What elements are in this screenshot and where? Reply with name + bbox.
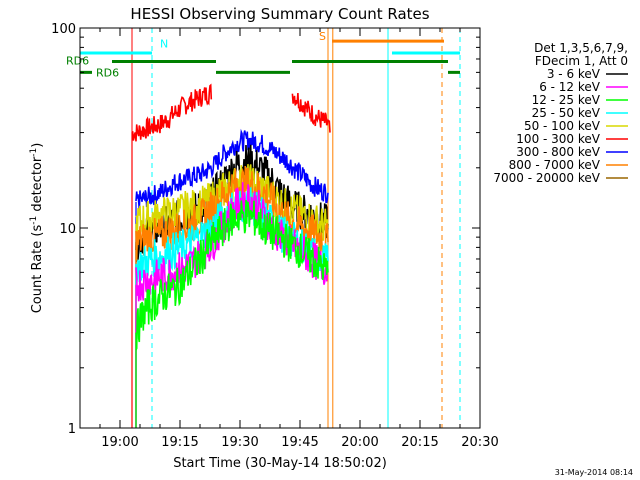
series-line	[131, 83, 331, 142]
legend-entry-label: 25 - 50 keV	[532, 106, 601, 120]
legend-entry-label: 6 - 12 keV	[539, 80, 601, 94]
y-label-tail: detector	[30, 156, 45, 216]
x-tick-label: 20:00	[341, 435, 378, 450]
legend-entry-label: 7000 - 20000 keV	[493, 171, 600, 185]
x-tick-label: 19:15	[161, 435, 198, 450]
legend-entry-label: 800 - 7000 keV	[509, 158, 601, 172]
y-tick-label: 10	[59, 222, 76, 237]
y-label-main: Count Rate (s	[30, 225, 45, 314]
flag-label: N	[160, 38, 168, 51]
flag-label: S	[319, 30, 326, 43]
legend-entry-label: 300 - 800 keV	[516, 145, 600, 159]
footer-timestamp: 31-May-2014 08:14	[555, 468, 633, 477]
x-tick-label: 19:30	[221, 435, 258, 450]
series-layer	[131, 83, 331, 428]
legend-entry-label: 50 - 100 keV	[524, 119, 601, 133]
x-axis-label: Start Time (30-May-14 18:50:02)	[173, 456, 387, 471]
legend-header-line-1: Det 1,3,5,6,7,9,	[534, 41, 628, 55]
y-tick-label: 100	[51, 22, 76, 37]
x-tick-label: 19:00	[101, 435, 138, 450]
flag-label: RD6	[66, 54, 89, 67]
y-axis-label: Count Rate (s-1 detector-1)	[29, 143, 45, 314]
y-label-sup-1: -1	[29, 216, 39, 225]
series-line	[135, 199, 329, 351]
axes-layer: 19:00 19:15 19:30 19:45 20:00 20:15 20:30 1 10 10…	[51, 22, 499, 450]
legend-entry-label: 12 - 25 keV	[532, 93, 601, 107]
flag-label: RD6	[96, 66, 119, 79]
legend-entry-label: 3 - 6 keV	[547, 67, 601, 81]
series-line	[135, 187, 329, 284]
chart-title: HESSI Observing Summary Count Rates	[130, 5, 429, 23]
legend-header-line-2: FDecim 1, Att 0	[535, 54, 628, 68]
y-label-close: )	[30, 143, 45, 148]
legend-entry-label: 100 - 300 keV	[516, 132, 600, 146]
legend: Det 1,3,5,6,7,9, FDecim 1, Att 0 3 - 6 k…	[493, 41, 628, 185]
x-tick-label: 20:15	[401, 435, 438, 450]
x-tick-label: 20:30	[461, 435, 498, 450]
y-tick-label: 1	[68, 422, 76, 437]
series-line	[135, 128, 329, 210]
flag-bars-layer: N S RD6 RD6	[66, 30, 460, 79]
x-tick-label: 19:45	[281, 435, 318, 450]
y-label-sup-2: -1	[29, 148, 39, 157]
